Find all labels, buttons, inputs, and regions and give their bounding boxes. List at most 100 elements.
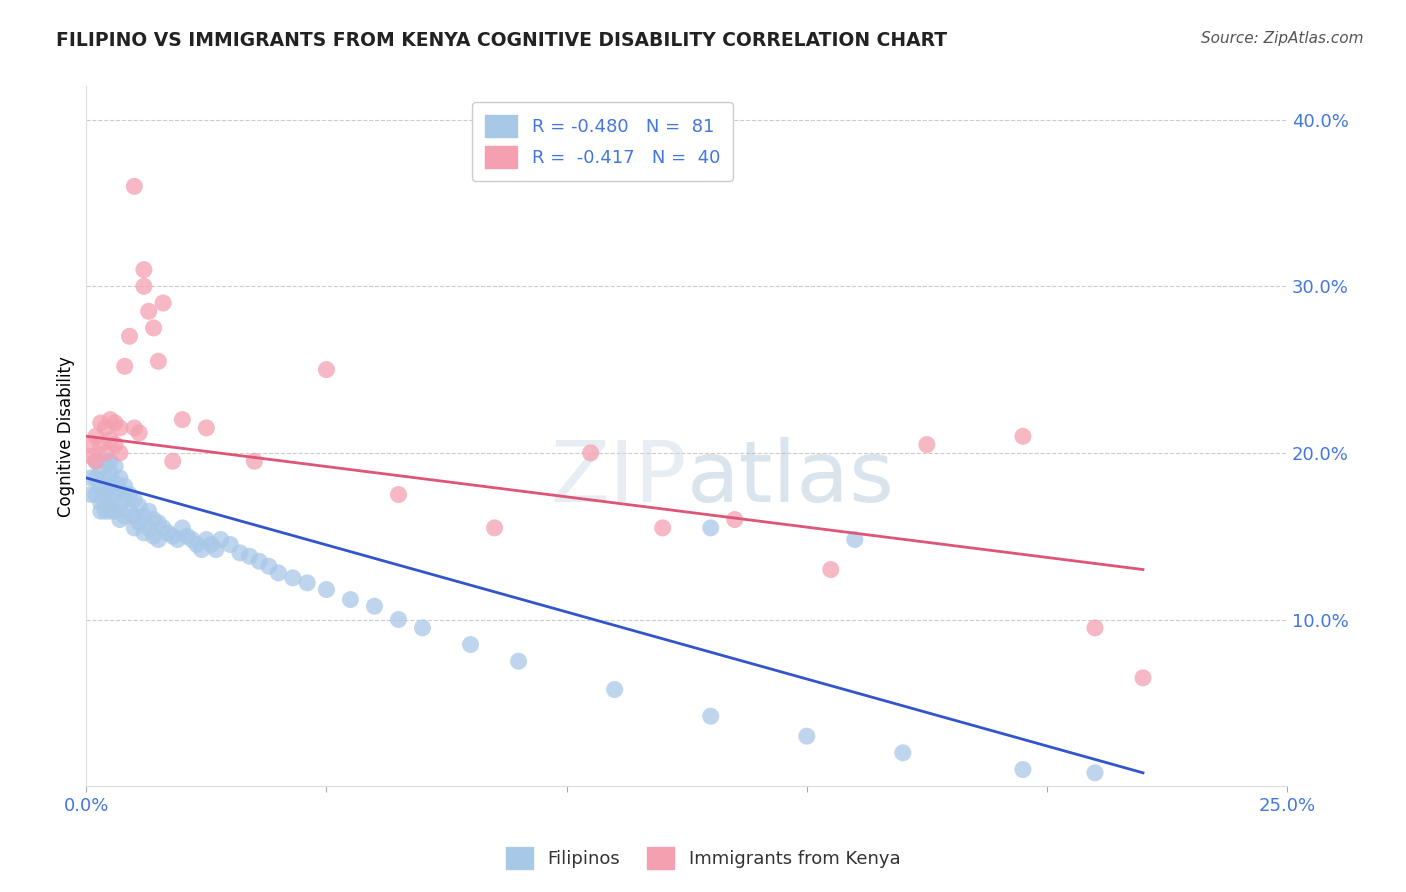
Point [124, 509, 146, 524]
Point [118, 504, 141, 518]
Point [651, 521, 673, 535]
Point [98, 433, 121, 447]
Point [699, 521, 721, 535]
Point [281, 571, 304, 585]
Point [132, 525, 155, 540]
Point [257, 559, 280, 574]
Point [98, 466, 121, 480]
Point [387, 487, 409, 501]
Point [94, 421, 117, 435]
Point [219, 537, 242, 551]
Point [891, 746, 914, 760]
Point [138, 504, 160, 518]
Point [603, 682, 626, 697]
Point [90, 416, 112, 430]
Point [229, 546, 252, 560]
Point [124, 179, 146, 194]
Point [94, 446, 117, 460]
Point [118, 487, 141, 501]
Point [190, 542, 212, 557]
Point [108, 483, 131, 497]
Point [98, 479, 121, 493]
Point [108, 512, 131, 526]
Point [118, 329, 141, 343]
Point [205, 542, 228, 557]
Point [460, 638, 482, 652]
Point [104, 416, 127, 430]
Point [90, 479, 112, 493]
Point [104, 504, 127, 518]
Point [98, 504, 121, 518]
Point [94, 471, 117, 485]
Point [104, 475, 127, 490]
Point [114, 509, 136, 524]
Point [156, 525, 179, 540]
Point [138, 521, 160, 535]
Point [363, 599, 385, 614]
Point [84, 429, 107, 443]
Point [132, 262, 155, 277]
Point [114, 492, 136, 507]
Point [172, 412, 194, 426]
Point [128, 516, 150, 530]
Point [90, 504, 112, 518]
Text: atlas: atlas [686, 437, 894, 520]
Point [915, 437, 938, 451]
Point [1084, 621, 1107, 635]
Point [84, 454, 107, 468]
Point [162, 529, 184, 543]
Point [162, 454, 184, 468]
Point [172, 521, 194, 535]
Point [148, 516, 170, 530]
Point [104, 459, 127, 474]
Point [98, 412, 121, 426]
Point [98, 454, 121, 468]
Legend: R = -0.480   N =  81, R =  -0.417   N =  40: R = -0.480 N = 81, R = -0.417 N = 40 [472, 103, 733, 181]
Point [90, 437, 112, 451]
Point [1084, 765, 1107, 780]
Point [90, 462, 112, 476]
Point [90, 496, 112, 510]
Point [108, 500, 131, 514]
Point [148, 533, 170, 547]
Point [484, 521, 506, 535]
Point [84, 471, 107, 485]
Point [1132, 671, 1154, 685]
Y-axis label: Cognitive Disability: Cognitive Disability [58, 356, 75, 516]
Point [508, 654, 530, 668]
Point [108, 421, 131, 435]
Point [104, 487, 127, 501]
Point [98, 492, 121, 507]
Point [339, 592, 361, 607]
Text: ZIP: ZIP [550, 437, 686, 520]
Point [142, 512, 165, 526]
Point [94, 496, 117, 510]
Point [124, 521, 146, 535]
Point [195, 533, 218, 547]
Point [315, 362, 337, 376]
Point [1012, 763, 1035, 777]
Point [94, 504, 117, 518]
Point [114, 479, 136, 493]
Point [104, 437, 127, 451]
Point [94, 483, 117, 497]
Point [124, 492, 146, 507]
Point [80, 449, 103, 463]
Point [108, 471, 131, 485]
Point [724, 512, 747, 526]
Point [84, 487, 107, 501]
Point [94, 454, 117, 468]
Point [297, 575, 319, 590]
Point [844, 533, 866, 547]
Point [152, 296, 174, 310]
Point [267, 566, 290, 580]
Point [412, 621, 434, 635]
Point [148, 354, 170, 368]
Point [128, 500, 150, 514]
Point [108, 446, 131, 460]
Point [699, 709, 721, 723]
Point [124, 421, 146, 435]
Point [84, 454, 107, 468]
Point [239, 549, 262, 564]
Point [142, 529, 165, 543]
